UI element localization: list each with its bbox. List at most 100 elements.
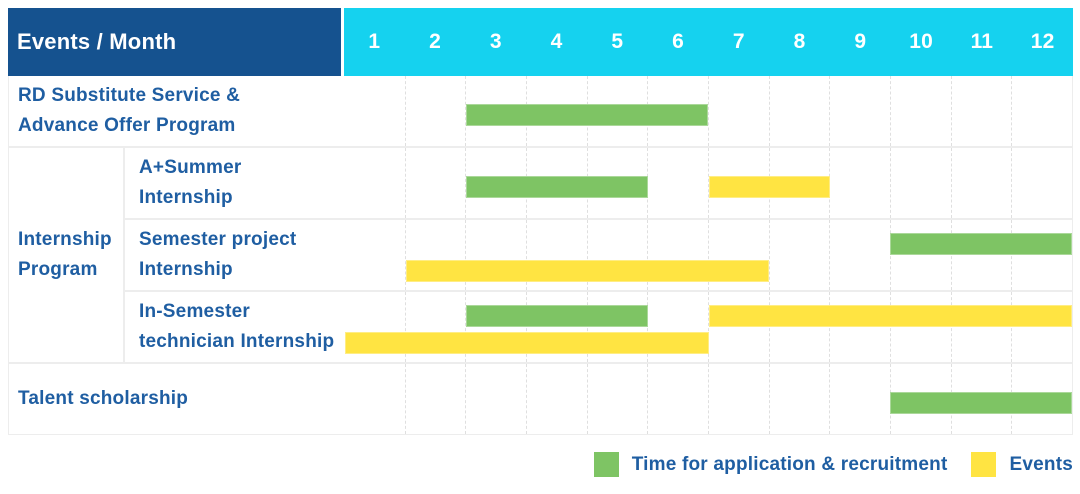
label-line: Internship: [18, 229, 112, 250]
gantt-bar-green: [890, 233, 1072, 255]
chart-cell-rd-substitute: [345, 76, 1072, 146]
grid-cell: [768, 220, 830, 290]
gantt-bar-green: [466, 305, 648, 327]
label-line: A+Summer: [139, 157, 242, 178]
chart-cell-in-semester-technician: [345, 292, 1072, 362]
subrow-a-plus-summer-internship: A+Summer Internship: [125, 148, 1072, 220]
month-header-row: 1 2 3 4 5 6 7 8 9 10 11 12: [344, 8, 1073, 76]
row-label-talent-scholarship: Talent scholarship: [9, 364, 345, 434]
month-label: 6: [672, 30, 685, 53]
gantt-bar-yellow: [345, 332, 709, 354]
row-rd-substitute: RD Substitute Service & Advance Offer Pro…: [9, 76, 1072, 148]
grid-cell: [404, 220, 466, 290]
grid-cell: [526, 364, 587, 434]
grid-cell: [345, 148, 405, 218]
grid-cell: [526, 220, 587, 290]
label-line: Talent scholarship: [18, 388, 189, 409]
month-gridlines: [345, 220, 1072, 290]
grid-cell: [345, 364, 405, 434]
subrow-semester-project-internship: Semester project Internship: [125, 220, 1072, 292]
label-line: RD Substitute Service &: [18, 85, 241, 106]
month-label: 3: [489, 30, 502, 53]
chart-cell-semester-project: [345, 220, 1072, 290]
grid-cell: [1011, 76, 1072, 146]
month-label: 11: [970, 30, 994, 53]
grid-cell: [647, 148, 708, 218]
grid-cell: [890, 292, 951, 362]
grid-cell: [465, 76, 526, 146]
subrow-label-semester-project: Semester project Internship: [125, 220, 345, 290]
gantt-bar-green: [890, 392, 1072, 414]
grid-cell: [890, 220, 951, 290]
legend-label-application-recruitment: Time for application & recruitment: [631, 453, 948, 475]
grid-cell: [950, 292, 1012, 362]
grid-cell: [647, 292, 708, 362]
grid-cell: [768, 364, 830, 434]
label-line: Advance Offer Program: [18, 115, 236, 136]
events-month-title: Events / Month: [17, 29, 177, 54]
row-talent-scholarship: Talent scholarship: [9, 364, 1072, 434]
gantt-bar-yellow: [405, 260, 770, 282]
label-line: Program: [18, 259, 98, 280]
month-label: 5: [611, 30, 624, 53]
group-label-internship-program: Internship Program: [9, 148, 125, 362]
grid-cell: [708, 292, 769, 362]
grid-cell: [950, 76, 1012, 146]
chart-cell-a-plus-summer: [345, 148, 1072, 218]
month-label: 2: [429, 30, 442, 53]
grid-cell: [708, 364, 769, 434]
grid-cell: [465, 292, 526, 362]
label-line: technician Internship: [139, 331, 335, 352]
grid-cell: [586, 292, 648, 362]
month-label: 9: [854, 30, 867, 53]
internship-subrows: A+Summer Internship Semester project Inter…: [125, 148, 1072, 362]
subrow-label-in-semester-technician: In-Semester technician Internship: [125, 292, 345, 362]
grid-cell: [345, 220, 405, 290]
grid-cell: [345, 76, 405, 146]
month-label: 7: [732, 30, 745, 53]
month-gridlines: [345, 76, 1072, 146]
grid-cell: [890, 76, 951, 146]
green-swatch-icon: [593, 452, 619, 477]
grid-cell: [768, 292, 830, 362]
row-label-rd-substitute: RD Substitute Service & Advance Offer Pro…: [9, 76, 345, 146]
grid-cell: [586, 220, 648, 290]
grid-cell: [829, 148, 890, 218]
legend-item-events: Events: [971, 452, 1073, 477]
header-row: Events / Month 1 2 3 4 5 6 7 8 9 10 11 12: [8, 8, 1073, 76]
grid-cell: [1011, 220, 1072, 290]
gantt-body: RD Substitute Service & Advance Offer Pro…: [8, 76, 1073, 435]
month-label: 1: [368, 30, 381, 53]
label-line: Internship: [139, 259, 233, 280]
grid-cell: [708, 76, 769, 146]
gantt-chart: Events / Month 1 2 3 4 5 6 7 8 9 10 11 12 RD Substi…: [8, 8, 1073, 435]
grid-cell: [404, 292, 466, 362]
grid-cell: [586, 364, 648, 434]
subrow-label-a-plus-summer: A+Summer Internship: [125, 148, 345, 218]
gantt-bar-green: [466, 104, 709, 126]
grid-cell: [647, 364, 708, 434]
events-month-header-cell: Events / Month: [8, 8, 344, 76]
grid-cell: [526, 292, 587, 362]
month-label: 10: [909, 30, 933, 53]
month-label: 8: [793, 30, 806, 53]
grid-cell: [829, 364, 890, 434]
month-label: 12: [1030, 30, 1055, 53]
grid-cell: [950, 148, 1012, 218]
grid-cell: [404, 148, 466, 218]
grid-cell: [950, 220, 1012, 290]
grid-cell: [829, 292, 890, 362]
label-line: Semester project: [139, 229, 297, 250]
grid-cell: [768, 76, 830, 146]
grid-cell: [829, 220, 890, 290]
chart-cell-talent-scholarship: [345, 364, 1072, 434]
grid-cell: [708, 220, 769, 290]
month-gridlines: [345, 292, 1072, 362]
month-label: 4: [550, 30, 563, 53]
grid-cell: [647, 220, 708, 290]
row-group-internship-program: Internship Program A+Summer Internship Sem…: [9, 148, 1072, 364]
legend: Time for application & recruitment Event…: [570, 452, 1073, 477]
grid-cell: [404, 364, 466, 434]
label-line: Internship: [139, 187, 233, 208]
grid-cell: [1011, 292, 1072, 362]
